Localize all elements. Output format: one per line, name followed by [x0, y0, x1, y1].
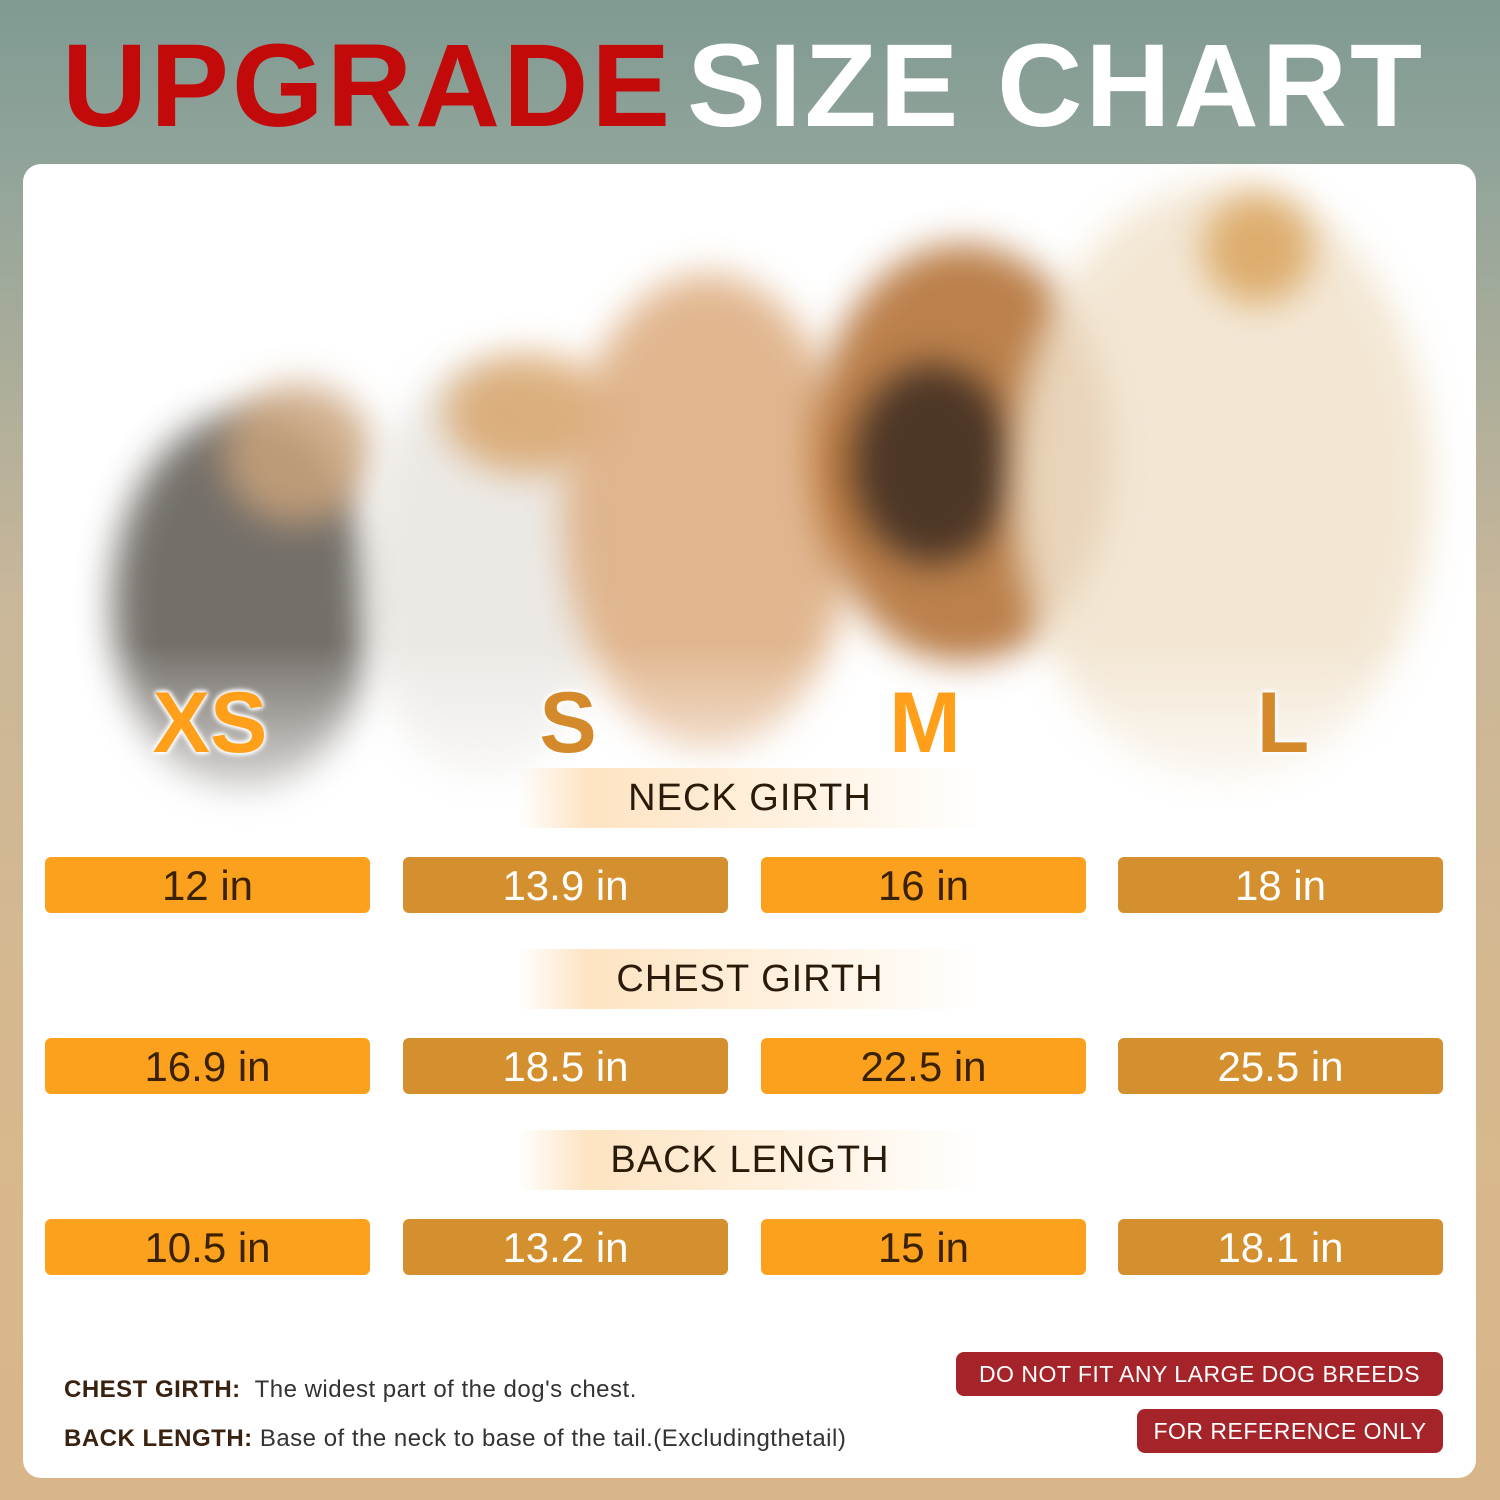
page-title: UPGRADE SIZE CHART: [62, 20, 1426, 152]
note-term: CHEST GIRTH:: [64, 1376, 241, 1403]
value-cell: 18 in: [1118, 857, 1443, 913]
dogs-photo: [23, 164, 1476, 884]
value-cell: 13.9 in: [403, 857, 728, 913]
large-breed-warning-badge: DO NOT FIT ANY LARGE DOG BREEDS: [956, 1352, 1443, 1396]
value-cell: 18.5 in: [403, 1038, 728, 1094]
chest-girth-row: 16.9 in 18.5 in 22.5 in 25.5 in: [45, 1038, 1445, 1094]
value-cell: 22.5 in: [761, 1038, 1086, 1094]
title-rest: SIZE CHART: [687, 20, 1426, 152]
chest-girth-note: CHEST GIRTH: The widest part of the dog'…: [64, 1376, 637, 1404]
size-s: S: [539, 675, 597, 771]
back-length-note: BACK LENGTH: Base of the neck to base of…: [64, 1425, 846, 1453]
back-length-heading: BACK LENGTH: [518, 1130, 982, 1190]
value-cell: 13.2 in: [403, 1219, 728, 1275]
size-m: M: [889, 675, 961, 771]
title-highlight: UPGRADE: [62, 20, 674, 152]
size-l: L: [1256, 675, 1310, 771]
value-cell: 16.9 in: [45, 1038, 370, 1094]
note-text: The widest part of the dog's chest.: [254, 1376, 637, 1403]
note-term: BACK LENGTH:: [64, 1425, 253, 1452]
size-xs: XS: [152, 675, 268, 771]
value-cell: 25.5 in: [1118, 1038, 1443, 1094]
neck-girth-heading: NECK GIRTH: [518, 768, 982, 828]
chest-girth-heading: CHEST GIRTH: [518, 949, 982, 1009]
size-chart-card: XS S M L NECK GIRTH 12 in 13.9 in 16 in …: [23, 164, 1476, 1478]
note-text: Base of the neck to base of the tail.(Ex…: [259, 1425, 847, 1452]
size-labels: XS S M L: [23, 674, 1476, 774]
back-length-row: 10.5 in 13.2 in 15 in 18.1 in: [45, 1219, 1445, 1275]
value-cell: 16 in: [761, 857, 1086, 913]
reference-only-badge: FOR REFERENCE ONLY: [1137, 1409, 1443, 1453]
value-cell: 10.5 in: [45, 1219, 370, 1275]
value-cell: 12 in: [45, 857, 370, 913]
value-cell: 18.1 in: [1118, 1219, 1443, 1275]
neck-girth-row: 12 in 13.9 in 16 in 18 in: [45, 857, 1445, 913]
value-cell: 15 in: [761, 1219, 1086, 1275]
